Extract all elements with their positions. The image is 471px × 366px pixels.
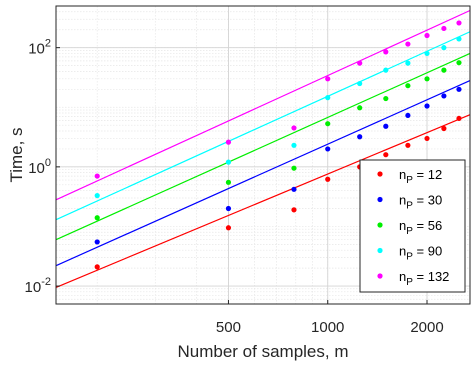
data-point <box>291 207 297 213</box>
data-point <box>225 159 232 165</box>
data-point <box>456 60 462 66</box>
data-point <box>225 139 232 145</box>
x-tick-label: 1000 <box>311 319 344 336</box>
data-point <box>94 173 100 179</box>
data-point <box>357 105 363 111</box>
x-axis-label: Number of samples, m <box>178 342 349 361</box>
legend-marker <box>377 196 383 203</box>
fit-line <box>55 52 471 241</box>
data-point <box>405 142 411 148</box>
data-point <box>357 60 363 66</box>
data-point <box>291 125 297 131</box>
data-point <box>441 67 447 73</box>
axis-ticks: 500 1000 2000 10-2 100 102 <box>25 38 444 336</box>
data-point <box>357 80 363 87</box>
data-point <box>456 36 462 42</box>
data-point <box>225 225 232 231</box>
data-point <box>424 76 430 82</box>
data-point <box>94 192 100 199</box>
data-point <box>291 142 297 148</box>
legend-label: nP = 12 <box>399 167 442 186</box>
data-point <box>441 45 447 51</box>
data-point <box>456 20 462 26</box>
data-point <box>441 93 447 99</box>
data-point <box>456 115 462 122</box>
legend-box <box>359 159 466 293</box>
data-point <box>405 112 411 119</box>
data-points <box>94 20 462 270</box>
data-point <box>94 239 100 245</box>
y-tick-label: 10-2 <box>25 276 51 296</box>
y-axis-label: Time, s <box>7 127 26 182</box>
data-point <box>441 125 447 132</box>
data-point <box>383 95 389 102</box>
data-point <box>225 179 232 185</box>
data-point <box>424 32 430 39</box>
data-point <box>424 135 430 142</box>
fit-line <box>55 9 471 201</box>
fit-lines <box>55 9 471 288</box>
legend-label: nP = 56 <box>399 218 442 237</box>
y-tick-label: 102 <box>28 38 51 58</box>
data-point <box>357 134 363 140</box>
data-point <box>405 83 411 89</box>
data-point <box>325 176 331 182</box>
x-tick-label: 2000 <box>410 319 443 336</box>
legend-marker <box>377 273 383 279</box>
legend-label: nP = 90 <box>399 244 442 263</box>
y-tick-label: 100 <box>28 157 51 177</box>
legend: nP = 12 nP = 30 nP = 56 nP = 90 nP = 132 <box>359 159 466 293</box>
data-point <box>405 60 411 66</box>
legend-marker <box>377 247 383 254</box>
data-point <box>225 205 232 212</box>
fit-line <box>55 80 471 267</box>
data-point <box>325 121 331 127</box>
data-point <box>424 103 430 109</box>
data-point <box>405 41 411 47</box>
legend-label: nP = 132 <box>399 269 449 288</box>
data-point <box>383 123 389 129</box>
data-point <box>383 49 389 55</box>
legend-marker <box>377 171 383 177</box>
data-point <box>291 165 297 171</box>
legend-marker <box>377 222 383 228</box>
fit-line <box>55 31 471 221</box>
plot-frame <box>55 5 471 305</box>
data-point <box>291 186 297 192</box>
data-point <box>441 25 447 32</box>
data-point <box>383 67 389 73</box>
x-tick-label: 500 <box>216 319 241 336</box>
data-point <box>325 146 331 152</box>
data-point <box>325 76 331 82</box>
data-point <box>424 50 430 57</box>
data-point <box>94 215 100 221</box>
fit-line <box>55 114 471 288</box>
legend-label: nP = 30 <box>399 193 442 212</box>
data-point <box>94 264 100 270</box>
data-point <box>325 95 331 101</box>
data-point <box>383 152 389 158</box>
data-point <box>456 86 462 92</box>
